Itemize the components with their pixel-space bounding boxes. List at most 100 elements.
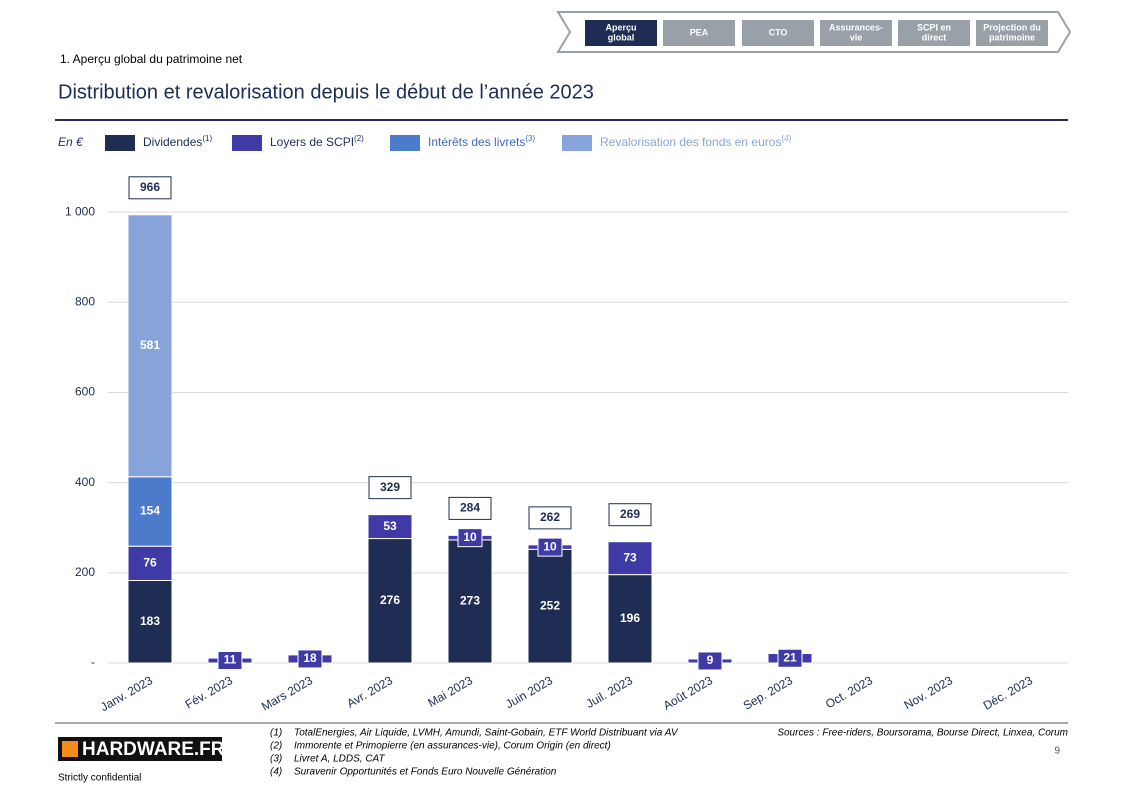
legend-note: (4)	[781, 134, 791, 143]
total-box	[608, 503, 652, 527]
value-label-box	[777, 648, 803, 668]
bar-segment	[127, 545, 173, 581]
y-tick-label: 1 000	[65, 204, 95, 218]
x-tick-label: Avr. 2023	[344, 673, 395, 711]
legend-label: Loyers de SCPI(2)	[270, 134, 364, 149]
value-label: 10	[463, 530, 477, 544]
x-tick-label: Déc. 2023	[981, 673, 1036, 713]
nav-tab-label: PEA	[690, 27, 709, 37]
nav-tab-label: Aperçu	[605, 22, 636, 32]
value-label: 9	[707, 653, 714, 667]
nav-tab[interactable]	[663, 20, 735, 46]
logo-text: HARDWARE.FR	[82, 739, 225, 760]
x-tick-label: Nov. 2023	[901, 673, 955, 712]
x-tick-label: Janv. 2023	[98, 673, 155, 714]
footnote-number: (1)	[270, 728, 282, 739]
x-tick-label: Août 2023	[661, 673, 716, 713]
bar-segment	[127, 579, 173, 664]
legend-name: Loyers de SCPI	[270, 135, 354, 149]
bar-segment	[607, 541, 653, 576]
total-label: 269	[620, 507, 640, 521]
footnote-number: (2)	[270, 741, 282, 752]
footnote-text: Immorente et Primopierre (en assurances-…	[294, 741, 611, 752]
value-label-box	[537, 537, 563, 557]
x-tick-label: Juil. 2023	[584, 673, 636, 711]
footnote-number: (3)	[270, 754, 282, 765]
total-label: 329	[380, 480, 400, 494]
x-tick-label: Fév. 2023	[183, 673, 236, 712]
value-label: 273	[460, 594, 480, 608]
y-tick-label: 200	[75, 565, 95, 579]
nav-tab-label: CTO	[769, 27, 788, 37]
bar-segment	[447, 539, 493, 664]
x-tick-label: Mars 2023	[259, 673, 315, 714]
nav-tab[interactable]	[898, 20, 970, 46]
legend-label: Revalorisation des fonds en euros(4)	[600, 134, 792, 149]
legend-name: Revalorisation des fonds en euros	[600, 135, 781, 149]
value-label: 11	[224, 653, 237, 667]
nav-tab-label: vie	[850, 32, 863, 42]
footnote-number: (4)	[270, 767, 282, 778]
y-tick-label: 600	[75, 385, 95, 399]
footnote-text: TotalEnergies, Air Liquide, LVMH, Amundi…	[294, 728, 679, 739]
value-label: 10	[543, 539, 557, 553]
value-label: 154	[140, 504, 160, 518]
nav-tab-label: Assurances-	[829, 22, 883, 32]
bar-segment	[367, 538, 413, 664]
legend-label: Intérêts des livrets(3)	[428, 134, 535, 149]
x-tick-label: Sep. 2023	[741, 673, 796, 713]
value-label-box	[297, 649, 323, 669]
value-label: 196	[620, 611, 640, 625]
total-label: 284	[460, 501, 480, 515]
legend-swatch	[562, 135, 592, 151]
x-tick-label: Juin 2023	[503, 673, 555, 711]
value-label: 73	[623, 550, 637, 564]
confidential: Strictly confidential	[58, 773, 141, 784]
total-box	[448, 496, 492, 520]
value-label: 581	[140, 338, 160, 352]
footnote-text: Livret A, LDDS, CAT	[294, 754, 385, 765]
legend-swatch	[105, 135, 135, 151]
legend-swatch	[390, 135, 420, 151]
legend-label: Dividendes(1)	[143, 134, 212, 149]
unit-label: En €	[58, 135, 84, 149]
total-label: 262	[540, 510, 560, 524]
nav-tab-label: SCPI en	[917, 22, 951, 32]
nav-tab-label: global	[608, 32, 635, 42]
nav-tab-label: patrimoine	[989, 32, 1035, 42]
value-label: 18	[303, 651, 317, 665]
footnote-text: Suravenir Opportunités et Fonds Euro Nou…	[294, 767, 557, 778]
legend-name: Intérêts des livrets	[428, 135, 525, 149]
value-label-box	[457, 528, 483, 548]
value-label: 252	[540, 598, 560, 612]
page-number: 9	[1054, 746, 1060, 757]
bar-segment	[607, 574, 653, 664]
nav-tab[interactable]	[820, 20, 892, 46]
nav-tab[interactable]	[585, 20, 657, 46]
nav-tab[interactable]	[976, 20, 1048, 46]
x-tick-label: Mai 2023	[425, 673, 475, 710]
legend-name: Dividendes	[143, 135, 202, 149]
x-tick-label: Oct. 2023	[823, 673, 875, 711]
legend-swatch	[232, 135, 262, 151]
value-label: 183	[140, 614, 160, 628]
nav-tab[interactable]	[742, 20, 814, 46]
legend-note: (1)	[202, 134, 212, 143]
bar-segment	[127, 476, 173, 547]
bar-segment	[127, 214, 173, 478]
nav-tab-label: Projection du	[983, 22, 1041, 32]
section-label: 1. Aperçu global du patrimoine net	[60, 52, 243, 66]
total-box	[528, 506, 572, 530]
value-label: 76	[143, 556, 157, 570]
bar-segment	[367, 514, 413, 540]
y-tick-label: -	[91, 655, 95, 669]
total-box	[128, 176, 172, 200]
nav-tab-label: direct	[922, 32, 947, 42]
logo-box	[58, 737, 222, 761]
sources: Sources : Free-riders, Boursorama, Bours…	[777, 728, 1068, 739]
total-box	[368, 476, 412, 500]
legend-note: (3)	[525, 134, 535, 143]
value-label-box	[697, 651, 723, 671]
value-label: 276	[380, 593, 400, 607]
